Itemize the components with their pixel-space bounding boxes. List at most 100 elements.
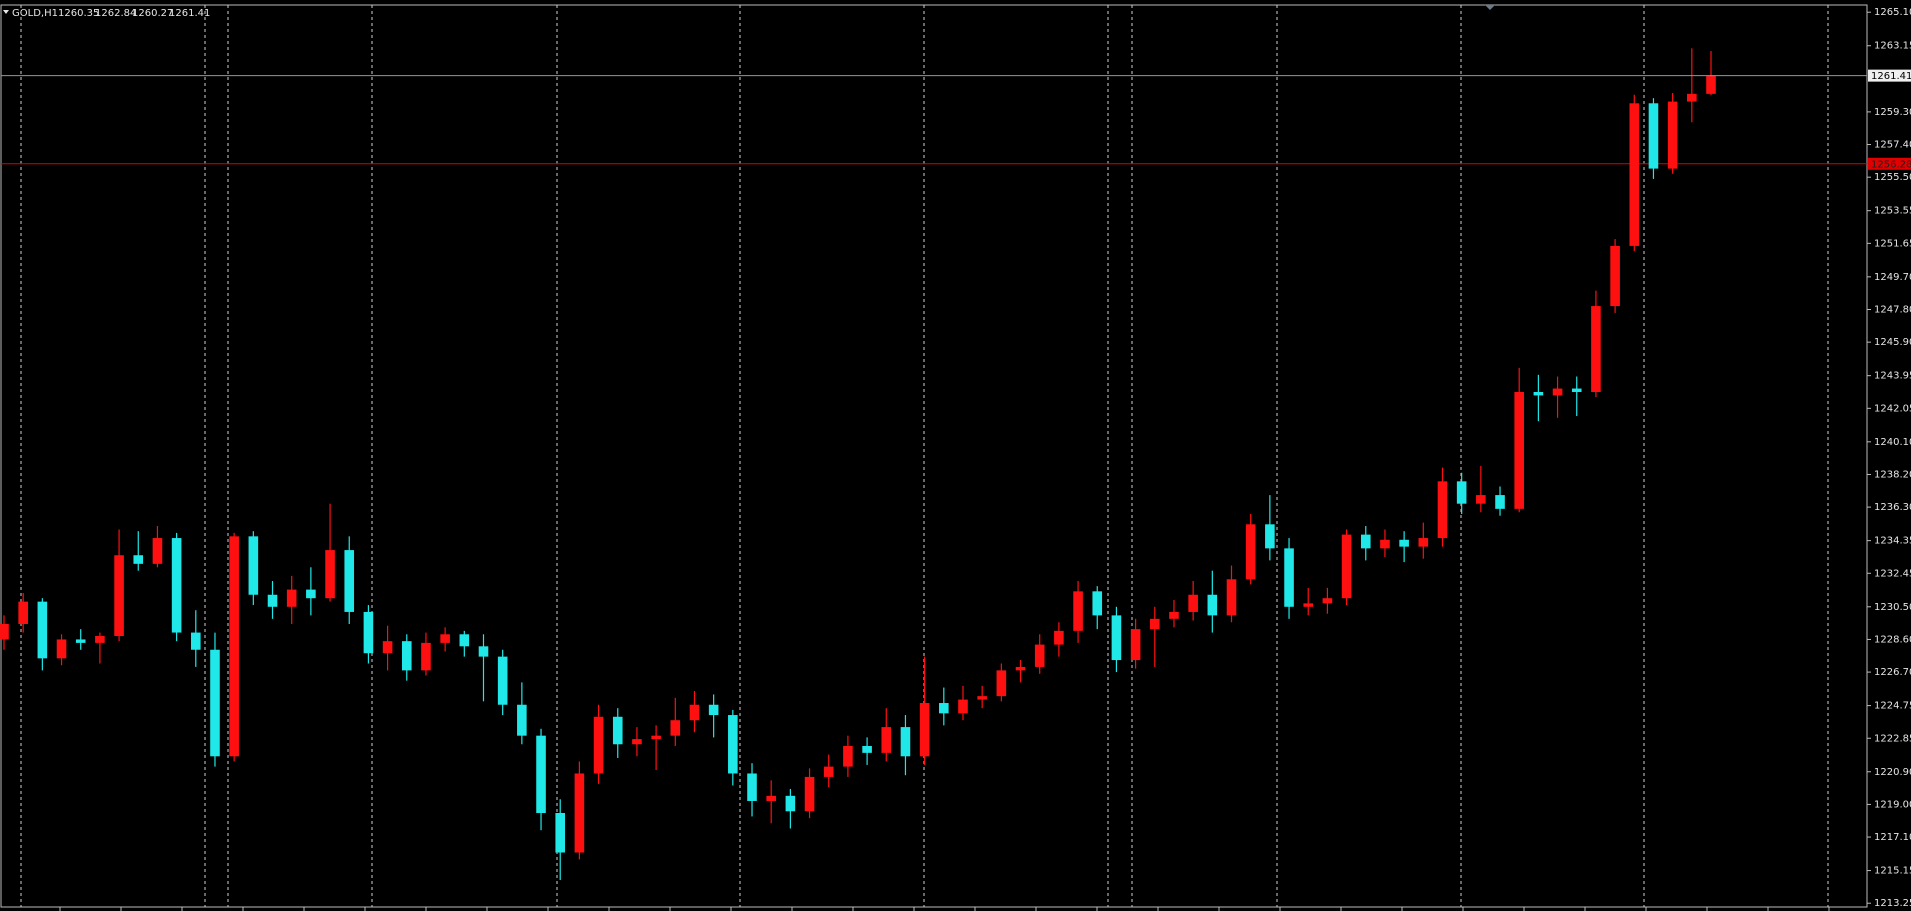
y-tick-label: 1234.35: [1874, 536, 1911, 547]
y-tick-label: 1224.75: [1874, 701, 1911, 712]
candle-body: [670, 720, 681, 736]
menu-triangle[interactable]: [3, 10, 9, 14]
candle-body: [1284, 548, 1294, 607]
candle-body: [1456, 481, 1467, 504]
candle-body: [632, 739, 642, 745]
candle-body: [1380, 539, 1390, 549]
symbol: GOLD,H1: [12, 8, 58, 19]
price-line-label: 1261.41: [1871, 71, 1911, 82]
candle-body: [325, 550, 335, 599]
candle-body: [133, 555, 144, 564]
y-tick-label: 1249.70: [1874, 272, 1911, 283]
candle-body: [421, 642, 431, 671]
candle-body: [1667, 101, 1678, 169]
candle-body: [56, 639, 67, 659]
candle-body: [37, 601, 48, 659]
y-tick-label: 1230.50: [1874, 602, 1911, 613]
candle-body: [1015, 666, 1026, 671]
candle-body: [344, 550, 355, 612]
candle-body: [747, 773, 757, 801]
y-tick-label: 1219.00: [1874, 799, 1911, 810]
candle-body: [1591, 306, 1601, 392]
candle-body: [1437, 481, 1448, 539]
candle-body: [306, 589, 316, 599]
y-tick-label: 1255.50: [1874, 172, 1911, 183]
quote-value: 1260.35: [58, 8, 99, 19]
candle-body: [1533, 391, 1544, 396]
candle-body: [0, 623, 9, 640]
candle-body: [612, 716, 623, 745]
candle-body: [1322, 598, 1333, 604]
candle-body: [919, 703, 930, 757]
candle-body: [1111, 615, 1122, 661]
candle-body: [1476, 495, 1486, 504]
y-tick-label: 1238.20: [1874, 469, 1911, 480]
candle-body: [536, 735, 546, 814]
candle-body: [114, 555, 124, 637]
candle-body: [363, 611, 374, 654]
candle-body: [1360, 534, 1371, 549]
candle-body: [1418, 538, 1429, 547]
y-tick-label: 1242.05: [1874, 403, 1911, 414]
price-line-label-box: [1868, 69, 1911, 82]
y-tick-label: 1222.85: [1874, 733, 1911, 744]
candle-body: [574, 773, 585, 853]
candle-body: [939, 703, 949, 714]
candle-body: [651, 735, 661, 740]
candle-body: [517, 704, 527, 736]
candle-body: [440, 634, 450, 643]
candle-body: [689, 704, 700, 721]
y-tick-label: 1236.30: [1874, 502, 1911, 513]
candle-body: [1265, 524, 1275, 549]
candle-body: [1149, 618, 1160, 630]
candle-body: [1552, 388, 1563, 396]
shift-marker[interactable]: [1485, 5, 1495, 10]
candle-body: [843, 745, 853, 767]
candle-body: [766, 795, 776, 801]
quote-value: 1260.27: [132, 8, 173, 19]
candle-body: [1188, 594, 1198, 612]
candle-body: [593, 716, 604, 774]
candle-body: [1073, 591, 1083, 631]
candle-body: [1706, 75, 1716, 94]
y-tick-label: 1265.10: [1874, 7, 1911, 18]
y-tick-label: 1232.45: [1874, 568, 1911, 579]
candle-body: [248, 536, 259, 595]
candle-body: [958, 699, 968, 714]
y-tick-label: 1247.80: [1874, 305, 1911, 316]
candle-body: [1571, 388, 1582, 392]
candle-body: [171, 538, 182, 633]
y-tick-label: 1228.60: [1874, 634, 1911, 645]
y-tick-label: 1253.55: [1874, 206, 1911, 217]
candle-body: [1648, 103, 1659, 169]
candle-body: [1341, 534, 1352, 599]
candle-body: [881, 727, 892, 753]
candle-body: [478, 646, 489, 657]
y-tick-label: 1226.70: [1874, 667, 1911, 678]
candle-body: [555, 813, 566, 853]
y-tick-label: 1217.10: [1874, 832, 1911, 843]
candle-body: [1034, 644, 1045, 667]
candle-body: [1610, 245, 1620, 307]
candle-body: [75, 639, 86, 643]
candle-body: [708, 704, 719, 716]
candle-body: [1245, 524, 1256, 580]
candle-body: [382, 641, 393, 654]
candle-body: [977, 696, 987, 700]
candle-body: [1054, 630, 1064, 645]
candle-body: [229, 536, 239, 757]
candle-body: [210, 649, 220, 757]
y-tick-label: 1245.90: [1874, 337, 1911, 348]
candle-body: [1514, 391, 1524, 509]
candle-body: [1092, 591, 1103, 616]
y-tick-label: 1251.65: [1874, 238, 1911, 249]
y-tick-label: 1240.10: [1874, 437, 1911, 448]
candle-body: [862, 745, 872, 753]
y-tick-label: 1263.15: [1874, 41, 1911, 52]
candle-body: [900, 727, 911, 757]
level-line-label: 1256.28: [1871, 159, 1911, 170]
quote-value: 1262.84: [95, 8, 136, 19]
